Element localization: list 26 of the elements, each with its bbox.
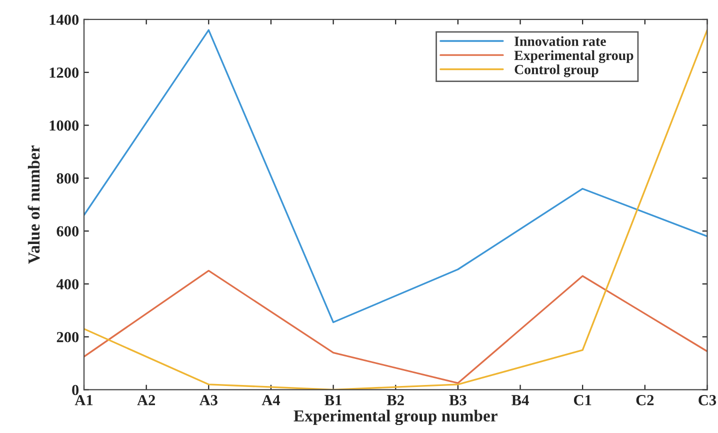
y-tick-label: 600 [56,226,79,236]
x-axis-title: Experimental group number [294,410,498,426]
x-tick-label: A2 [137,395,156,406]
x-tick-label: C1 [574,395,592,406]
line-series [84,29,708,324]
y-tick-label: 1400 [50,14,79,25]
y-axis-title: Value of number [28,146,40,264]
y-tick-label: 800 [56,173,79,184]
legend-label: Innovation rate [514,36,606,46]
x-tick-label: B4 [512,395,529,406]
legend-label: Control group [514,64,598,78]
y-tick-label: 400 [56,279,79,290]
x-tick-label: A1 [74,395,93,406]
x-tick-label: C3 [698,395,716,406]
x-tick-label: C2 [636,395,654,406]
x-tick-label: A4 [262,395,280,406]
y-tick-label: 0 [72,384,79,396]
line-series [84,270,708,384]
y-tick-label: 1200 [50,68,79,78]
y-tick-label: 1000 [50,120,79,131]
x-tick-label: B3 [449,395,466,406]
x-tick-label: A3 [199,395,218,406]
x-tick-label: B1 [324,395,342,406]
legend-label: Experimental group [514,50,634,64]
y-tick-label: 200 [56,332,79,342]
x-tick-label: B2 [386,395,404,406]
